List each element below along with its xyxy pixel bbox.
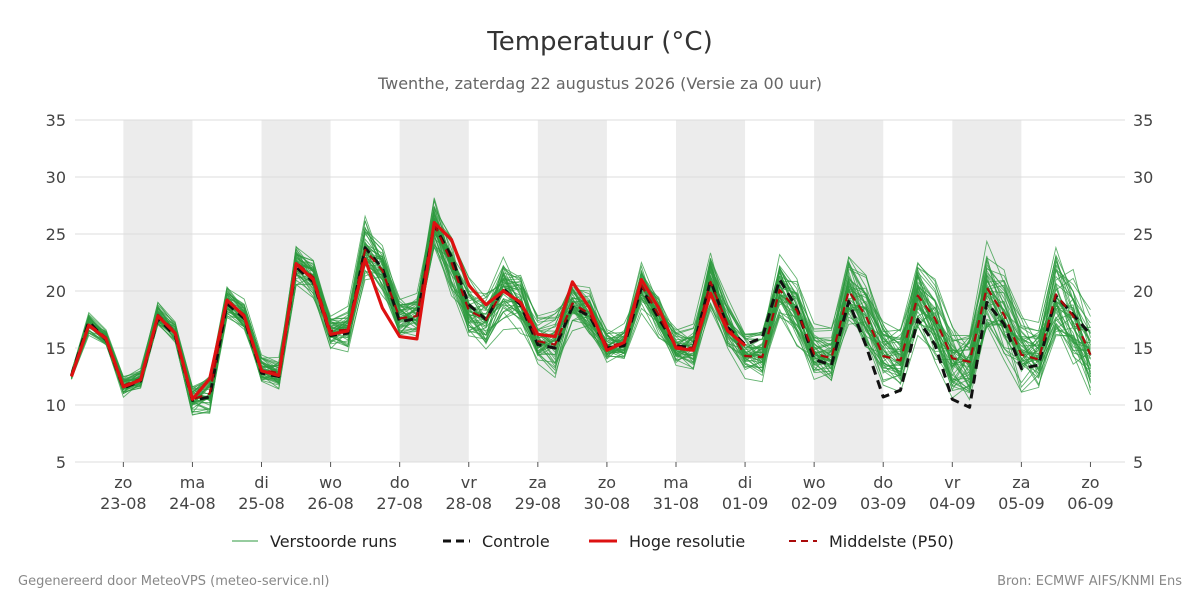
- x-tick-day-label: vr: [944, 473, 960, 492]
- x-tick-day-label: wo: [803, 473, 826, 492]
- x-tick-date-label: 28-08: [446, 494, 493, 513]
- x-tick-date-label: 24-08: [169, 494, 216, 513]
- ensemble-run-line: [71, 225, 1091, 394]
- x-tick-day-label: zo: [114, 473, 132, 492]
- main-series: [69, 221, 1092, 409]
- x-tick-date-label: 29-08: [515, 494, 562, 513]
- x-tick-day-label: ma: [663, 473, 688, 492]
- y-tick-label-right: 10: [1133, 396, 1153, 415]
- y-tick-label-right: 5: [1133, 453, 1143, 472]
- x-tick-day-label: zo: [598, 473, 616, 492]
- x-tick-date-label: 02-09: [791, 494, 838, 513]
- y-tick-label-left: 5: [56, 453, 66, 472]
- chart-subtitle: Twenthe, zaterdag 22 augustus 2026 (Vers…: [377, 74, 822, 93]
- x-tick-date-label: 31-08: [653, 494, 700, 513]
- chart-legend: Verstoorde runs Controle Hoge resolutie …: [232, 532, 954, 551]
- y-tick-label-right: 30: [1133, 168, 1153, 187]
- control-line: [70, 223, 1092, 409]
- x-tick-day-label: za: [529, 473, 547, 492]
- x-tick-day-label: vr: [461, 473, 477, 492]
- x-tick-day-label: di: [254, 473, 269, 492]
- y-tick-label-right: 25: [1133, 225, 1153, 244]
- ensemble-run-line: [71, 226, 1091, 404]
- ensemble-runs: [71, 197, 1091, 416]
- x-tick-date-label: 27-08: [376, 494, 423, 513]
- x-tick-day-label: za: [1012, 473, 1030, 492]
- footer-source: Bron: ECMWF AIFS/KNMI Ens: [997, 574, 1182, 589]
- legend-label-highres: Hoge resolutie: [629, 532, 745, 551]
- legend-label-ensemble: Verstoorde runs: [270, 532, 397, 551]
- x-tick-date-label: 04-09: [929, 494, 976, 513]
- x-tick-date-label: 01-09: [722, 494, 769, 513]
- y-tick-label-left: 30: [46, 168, 66, 187]
- x-tick-date-label: 03-09: [860, 494, 907, 513]
- y-tick-label-left: 35: [46, 111, 66, 130]
- highres-line: [69, 221, 747, 401]
- x-axis: zo 23-08 ma 24-08 di 25-08 wo 26-08 do 27-08 vr 28-…: [100, 462, 1114, 513]
- ensemble-run-line: [71, 218, 1091, 399]
- x-tick-day-label: ma: [180, 473, 205, 492]
- y-axis-left: 5 10 15 20 25 30 35: [46, 111, 66, 472]
- y-tick-label-right: 20: [1133, 282, 1153, 301]
- x-tick-date-label: 25-08: [238, 494, 285, 513]
- x-tick-day-label: do: [390, 473, 410, 492]
- x-tick-date-label: 05-09: [998, 494, 1045, 513]
- x-tick-date-label: 06-09: [1067, 494, 1114, 513]
- x-tick-day-label: zo: [1081, 473, 1099, 492]
- ensemble-run-line: [71, 197, 1091, 391]
- y-tick-label-right: 15: [1133, 339, 1153, 358]
- chart-title: Temperatuur (°C): [486, 27, 712, 57]
- legend-label-control: Controle: [482, 532, 550, 551]
- ensemble-run-line: [71, 224, 1091, 414]
- x-tick-date-label: 30-08: [584, 494, 631, 513]
- y-tick-label-left: 10: [46, 396, 66, 415]
- y-tick-label-right: 35: [1133, 111, 1153, 130]
- y-axis-right: 5 10 15 20 25 30 35: [1133, 111, 1153, 472]
- grid-lines: [75, 119, 1125, 463]
- x-tick-date-label: 23-08: [100, 494, 147, 513]
- y-tick-label-left: 20: [46, 282, 66, 301]
- legend-label-median: Middelste (P50): [829, 532, 954, 551]
- x-tick-day-label: wo: [319, 473, 342, 492]
- x-tick-date-label: 26-08: [307, 494, 354, 513]
- x-tick-day-label: do: [873, 473, 893, 492]
- y-tick-label-left: 15: [46, 339, 66, 358]
- y-tick-label-left: 25: [46, 225, 66, 244]
- x-tick-day-label: di: [738, 473, 753, 492]
- footer-generated-by: Gegenereerd door MeteoVPS (meteo-service…: [18, 574, 329, 589]
